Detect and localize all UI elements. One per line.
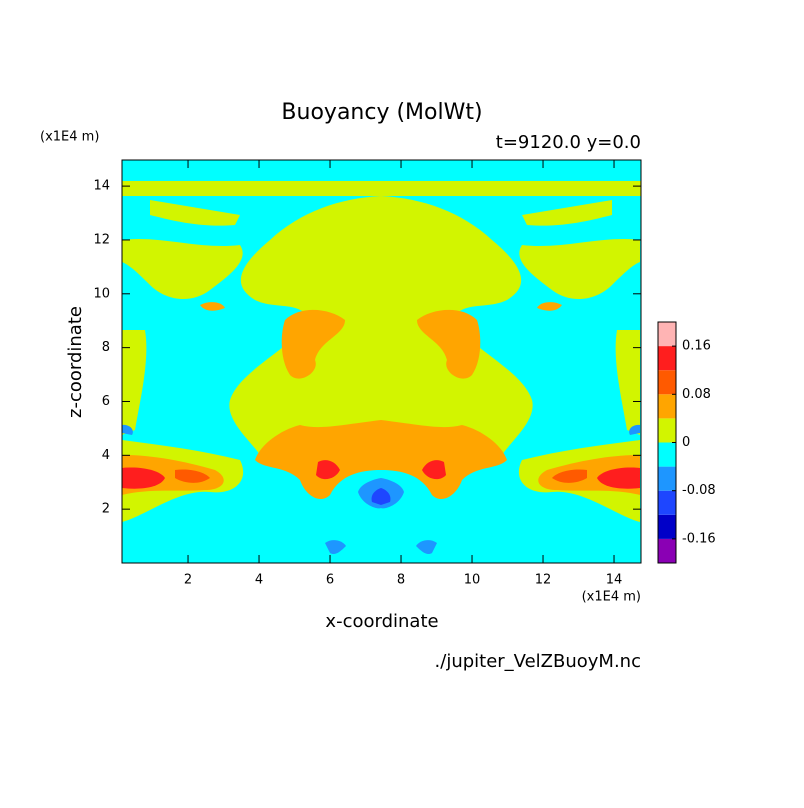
contour-region [200,302,225,311]
contour-region [522,200,612,226]
x-tick-label: 2 [184,573,192,588]
y-tick-label: 12 [93,232,110,247]
contour-field-mirror [381,196,640,555]
x-tick-label: 4 [255,573,263,588]
contour-region [552,469,587,483]
colorbar-tick-label: 0 [682,435,690,450]
colorbar-swatch [658,490,676,515]
colorbar-swatch [658,538,676,563]
x-tick-label: 14 [606,573,623,588]
contour-region [371,488,381,505]
contour-region [537,302,562,311]
contour-region [381,420,507,500]
chart-title: Buoyancy (MolWt) [281,100,482,125]
colorbar-swatch [658,322,676,347]
y-tick-label: 8 [102,340,110,355]
contour-region [122,181,641,196]
contour-region [316,460,340,480]
y-unit: (x1E4 m) [40,130,99,145]
x-tick-label: 8 [397,573,405,588]
colorbar-swatch [658,370,676,395]
contour-region [122,424,133,435]
y-tick-label: 10 [93,286,110,301]
subtitle: t=9120.0 y=0.0 [496,132,641,153]
contour-region [615,330,640,435]
x-tick-label: 10 [464,573,481,588]
contour-region [175,469,210,483]
colorbar-tick-label: 0.08 [682,387,711,402]
plot-frame [121,159,642,564]
y-tick-label: 4 [102,448,110,463]
colorbar-swatch [658,418,676,443]
colorbar-tick-label: -0.16 [682,531,716,546]
colorbar-tick-label: -0.08 [682,483,716,498]
colorbar-swatch [658,442,676,467]
contour-region [122,467,165,489]
contour-region [417,309,481,379]
contour-region [150,200,240,226]
contour-region [422,460,446,480]
contour-region [597,467,640,489]
y-tick-label: 6 [102,394,110,409]
contour-region [519,238,640,300]
x-tick-label: 6 [326,573,334,588]
colorbar-tick-label: 0.16 [682,339,711,354]
contour-region [122,238,243,300]
y-tick-label: 2 [102,502,110,517]
contour-region [416,540,437,555]
contour-region [255,420,381,500]
y-tick-label: 14 [93,179,110,194]
contour-region [629,424,640,435]
source-label: ./jupiter_VelZBuoyM.nc [435,651,641,672]
contour-region [325,540,346,555]
contour-region [381,488,391,505]
x-unit: (x1E4 m) [582,590,641,605]
colorbar-swatch [658,394,676,419]
colorbar-swatch [658,466,676,491]
colorbar-swatch [658,514,676,539]
y-axis-label: z-coordinate [65,306,86,418]
contour-region [122,330,147,435]
contour-region [281,309,345,379]
x-axis-label: x-coordinate [325,611,438,632]
colorbar-swatch [658,346,676,371]
x-tick-label: 12 [535,573,552,588]
